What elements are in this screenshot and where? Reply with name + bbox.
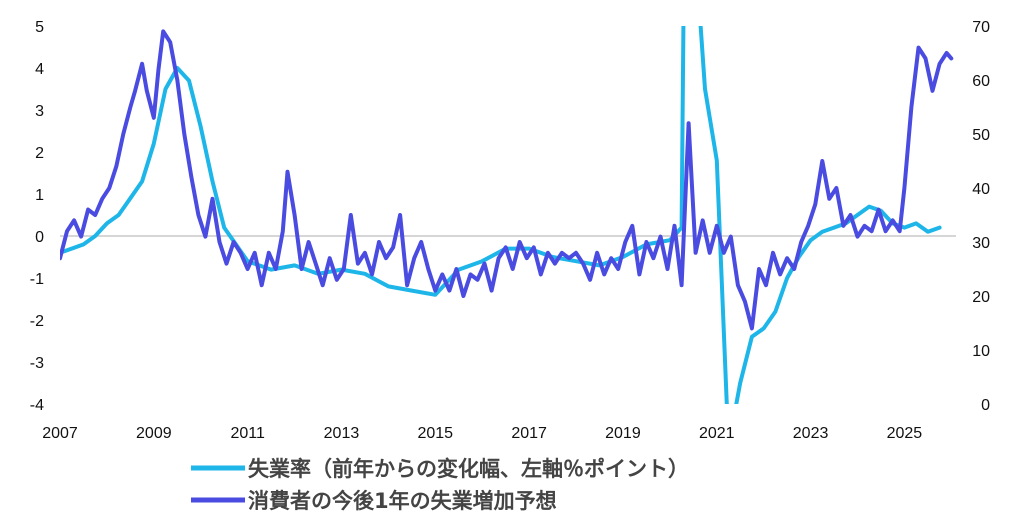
right-tick-label: 10 bbox=[972, 343, 990, 360]
right-tick-label: 30 bbox=[972, 235, 990, 252]
left-tick-label: 4 bbox=[35, 61, 44, 78]
right-tick-label: 60 bbox=[972, 73, 990, 90]
series-layer bbox=[60, 26, 954, 404]
x-tick-label: 2023 bbox=[793, 425, 829, 442]
right-axis-ticks: 70 60 50 40 30 20 10 0 bbox=[972, 19, 990, 414]
left-tick-label: -4 bbox=[30, 397, 44, 414]
x-tick-label: 2025 bbox=[887, 425, 923, 442]
left-tick-label: -3 bbox=[30, 355, 44, 372]
legend-item-expectations: 消費者の今後1年の失業増加予想 bbox=[191, 489, 557, 513]
x-tick-label: 2021 bbox=[699, 425, 735, 442]
left-tick-label: 1 bbox=[35, 187, 44, 204]
x-tick-label: 2017 bbox=[511, 425, 547, 442]
left-axis-ticks: 5 4 3 2 1 0 -1 -2 -3 -4 bbox=[30, 19, 44, 414]
right-tick-label: 70 bbox=[972, 19, 990, 36]
left-tick-label: -1 bbox=[30, 271, 44, 288]
left-tick-label: -2 bbox=[30, 313, 44, 330]
x-axis-ticks: 2007 2009 2011 2013 2015 2017 2019 2021 2023 2025 bbox=[42, 425, 922, 442]
right-tick-label: 40 bbox=[972, 181, 990, 198]
right-tick-label: 50 bbox=[972, 127, 990, 144]
x-tick-label: 2011 bbox=[230, 425, 265, 442]
legend-item-unemployment: 失業率（前年からの変化幅、左軸％ポイント） bbox=[191, 457, 689, 481]
x-tick-label: 2009 bbox=[136, 425, 172, 442]
x-tick-label: 2015 bbox=[417, 425, 453, 442]
right-tick-label: 20 bbox=[972, 289, 990, 306]
left-tick-label: 0 bbox=[35, 229, 44, 246]
left-tick-label: 2 bbox=[35, 145, 44, 162]
legend: 失業率（前年からの変化幅、左軸％ポイント） 消費者の今後1年の失業増加予想 bbox=[191, 457, 689, 513]
legend-label-unemployment: 失業率（前年からの変化幅、左軸％ポイント） bbox=[248, 457, 689, 481]
x-tick-label: 2007 bbox=[42, 425, 78, 442]
right-tick-label: 0 bbox=[981, 397, 990, 414]
left-tick-label: 3 bbox=[35, 103, 44, 120]
legend-label-expectations: 消費者の今後1年の失業増加予想 bbox=[248, 489, 557, 513]
series-line-expectations bbox=[60, 29, 954, 331]
left-tick-label: 5 bbox=[35, 19, 44, 36]
x-tick-label: 2013 bbox=[324, 425, 360, 442]
x-tick-label: 2019 bbox=[605, 425, 641, 442]
